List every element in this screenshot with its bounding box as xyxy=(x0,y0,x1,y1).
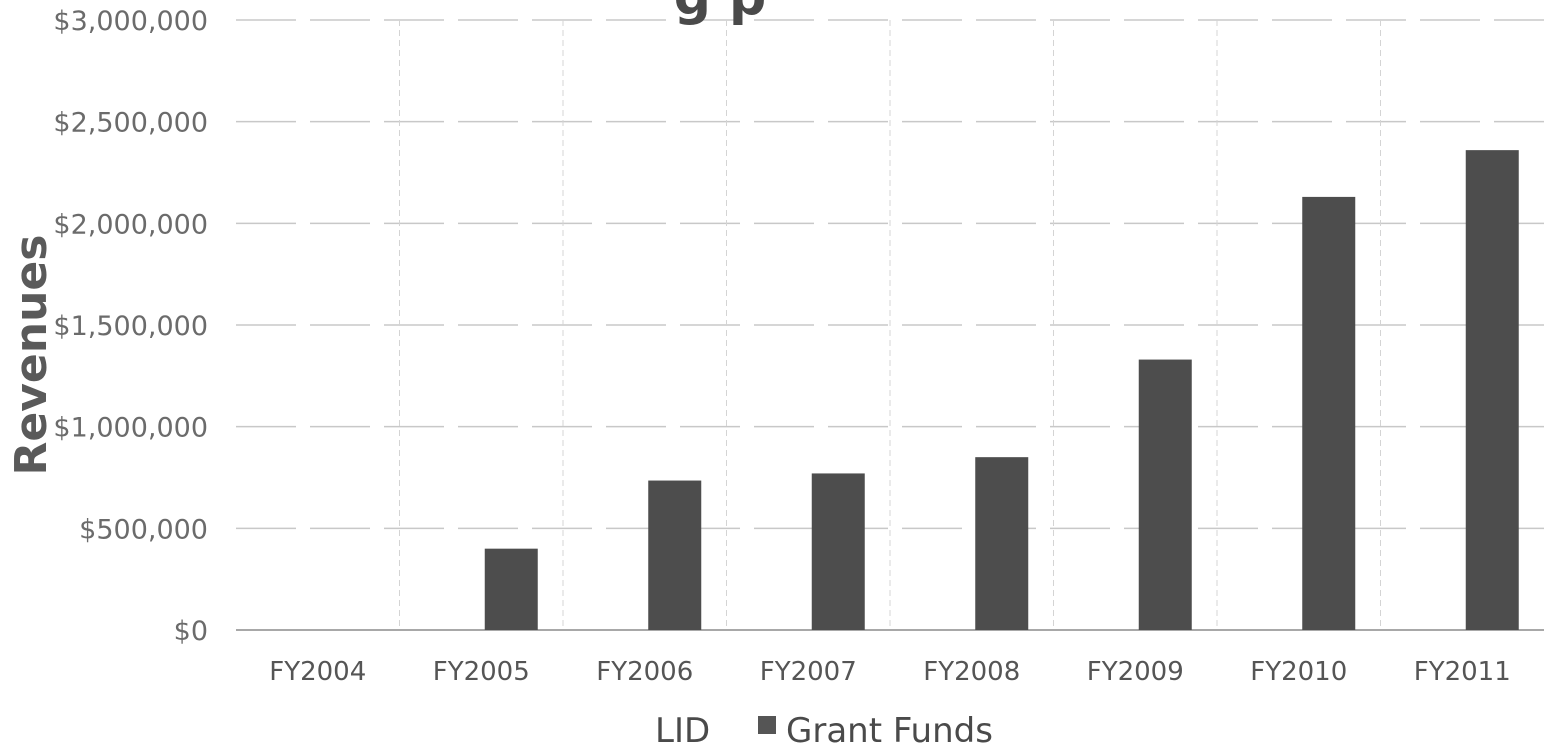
legend-item-lid: LID xyxy=(655,711,710,751)
y-tick-labels: $0 $500,000 $1,000,000 $1,500,000 $2,000,000… xyxy=(53,6,208,647)
y-tick-label: $500,000 xyxy=(79,514,208,545)
y-tick-label: $0 xyxy=(174,616,208,647)
x-tick-label: FY2009 xyxy=(1087,657,1184,687)
x-tick-label: FY2010 xyxy=(1250,657,1347,687)
legend-item-grant-funds: Grant Funds xyxy=(786,711,993,751)
x-tick-label: FY2006 xyxy=(596,657,693,687)
y-tick-label: $1,500,000 xyxy=(53,311,208,342)
y-tick-label: $3,000,000 xyxy=(53,6,208,37)
y-axis-title: Revenues xyxy=(6,235,57,476)
bars xyxy=(484,150,1519,630)
bar-grant-funds xyxy=(1465,150,1519,630)
y-tick-label: $1,000,000 xyxy=(53,413,208,444)
x-tick-label: FY2007 xyxy=(760,657,857,687)
x-tick-labels: FY2004 FY2005 FY2006 FY2007 FY2008 FY2009 FY20… xyxy=(269,657,1511,687)
bar-grant-funds xyxy=(811,473,865,630)
bar-grant-funds xyxy=(648,480,702,630)
x-tick-label: FY2004 xyxy=(269,657,366,687)
bar-grant-funds xyxy=(1138,359,1192,630)
chart-title-fragment: g p xyxy=(674,0,767,27)
x-tick-label: FY2005 xyxy=(433,657,530,687)
bar-grant-funds xyxy=(975,457,1029,630)
x-tick-label: FY2008 xyxy=(923,657,1020,687)
y-tick-label: $2,500,000 xyxy=(53,108,208,139)
bar-grant-funds xyxy=(484,548,538,630)
bar-grant-funds xyxy=(1302,196,1356,630)
legend: LID Grant Funds xyxy=(655,711,993,751)
legend-marker-grant-funds xyxy=(758,716,776,734)
x-tick-label: FY2011 xyxy=(1414,657,1511,687)
y-tick-label: $2,000,000 xyxy=(53,209,208,240)
